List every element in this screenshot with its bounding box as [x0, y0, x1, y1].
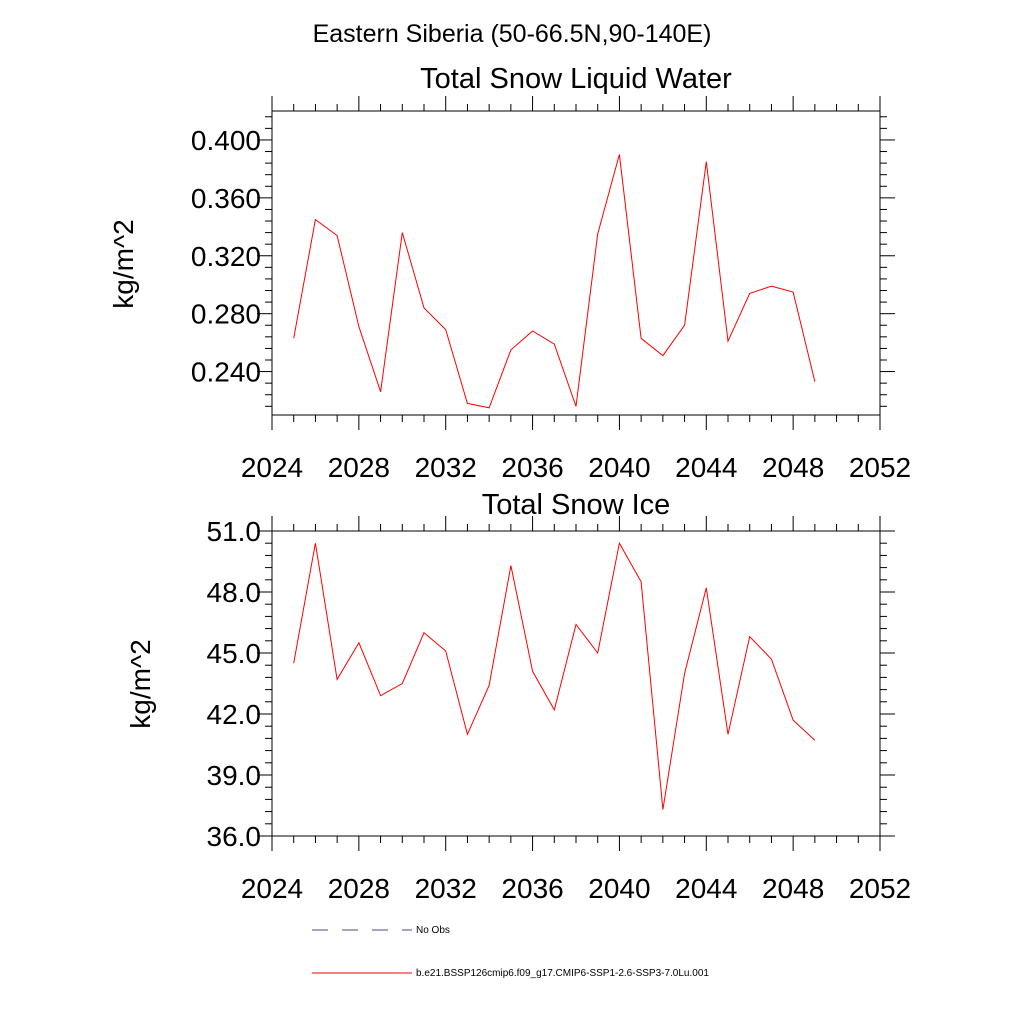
snow-ice-panel: Total Snow Ice kg/m^2 2024 2028 2032 2036 20… — [125, 489, 911, 904]
y-tick-label: 39.0 — [207, 760, 262, 791]
x-tick-label: 2028 — [328, 452, 390, 483]
y-tick-label: 0.240 — [191, 357, 261, 388]
x-tick-label: 2052 — [849, 873, 911, 904]
legend-item-no-obs: No Obs — [312, 925, 450, 936]
legend-label: b.e21.BSSP126cmip6.f09_g17.CMIP6-SSP1-2.… — [416, 968, 709, 979]
figure-suptitle: Eastern Siberia (50-66.5N,90-140E) — [313, 20, 712, 48]
x-tick-label: 2036 — [501, 452, 563, 483]
series-group — [293, 154, 816, 409]
y-tick-label: 42.0 — [207, 699, 262, 730]
y-tick-label: 0.320 — [191, 241, 261, 272]
x-tick-label: 2044 — [675, 452, 737, 483]
x-tick-label: 2040 — [588, 873, 650, 904]
x-tick-label: 2048 — [762, 873, 824, 904]
snow-liquid-water-panel: Total Snow Liquid Water kg/m^2 2024 2028 2… — [108, 63, 911, 483]
x-tick-label: 2024 — [241, 873, 303, 904]
x-tick-label: 2052 — [849, 452, 911, 483]
x-tick-label: 2032 — [415, 452, 477, 483]
x-tick-label: 2032 — [415, 873, 477, 904]
x-tick-label: 2048 — [762, 452, 824, 483]
x-tick-label: 2040 — [588, 452, 650, 483]
plot-frame — [271, 110, 881, 416]
series-line — [293, 541, 816, 810]
y-tick-label: 45.0 — [207, 638, 262, 669]
y-tick-label: 0.400 — [191, 125, 261, 156]
x-tick-label: 2036 — [501, 873, 563, 904]
series-group — [293, 541, 816, 810]
x-tick-label: 2028 — [328, 873, 390, 904]
y-tick-label: 0.280 — [191, 299, 261, 330]
panel-title: Total Snow Liquid Water — [420, 63, 732, 95]
x-tick-label: 2024 — [241, 452, 303, 483]
legend-item-model-run: b.e21.BSSP126cmip6.f09_g17.CMIP6-SSP1-2.… — [312, 968, 709, 979]
legend-label: No Obs — [416, 925, 450, 936]
y-tick-label: 48.0 — [207, 577, 262, 608]
y-tick-label: 51.0 — [207, 516, 262, 547]
legend: No Obs b.e21.BSSP126cmip6.f09_g17.CMIP6-… — [312, 925, 709, 979]
x-tick-label: 2044 — [675, 873, 737, 904]
y-axis-label: kg/m^2 — [108, 219, 139, 308]
plot-frame — [271, 530, 881, 837]
y-tick-label: 36.0 — [207, 821, 262, 852]
y-tick-label: 0.360 — [191, 183, 261, 214]
panel-title: Total Snow Ice — [482, 489, 671, 521]
axes-group: 2024 2028 2032 2036 2040 2044 2048 2052 36.0 39.0… — [207, 516, 911, 904]
axes-group: 2024 2028 2032 2036 2040 2044 2048 2052 0.240 0.2… — [191, 96, 911, 483]
y-axis-label: kg/m^2 — [125, 639, 156, 728]
series-line — [293, 154, 816, 409]
